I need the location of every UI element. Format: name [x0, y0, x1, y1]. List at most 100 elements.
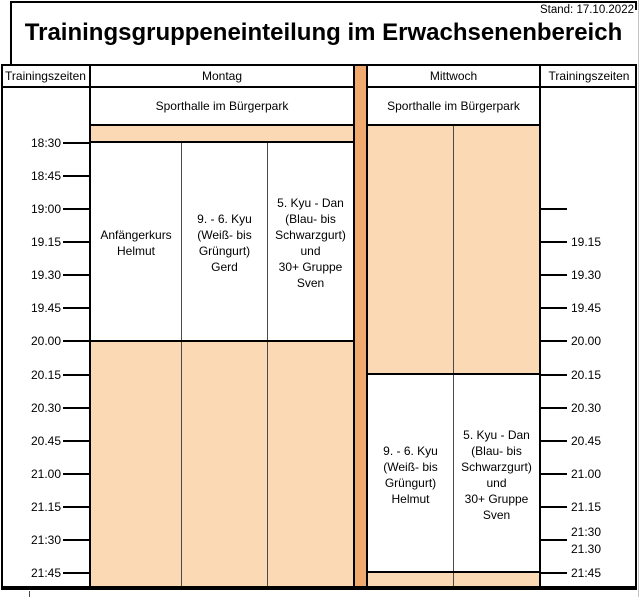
time-tick-right: [541, 440, 567, 442]
hline-header-left: [3, 86, 353, 88]
time-tick-left: [63, 340, 89, 342]
time-tick-left: [63, 208, 89, 210]
time-label-left: 21.15: [30, 500, 61, 514]
time-label-left: 19.45: [30, 301, 61, 315]
time-tick-left: [63, 374, 89, 376]
time-tick-left: [63, 440, 89, 442]
time-tick-left: [63, 407, 89, 409]
day-header-montag: Montag: [201, 69, 243, 83]
time-tick-right: [541, 539, 567, 541]
time-label-right: 21.15: [571, 500, 602, 514]
group-line: (Blau- bis: [471, 443, 522, 458]
time-label-right: 20.00: [571, 334, 602, 348]
titlebox-left-border: [10, 1, 12, 64]
time-label-right: 20.15: [571, 368, 602, 382]
vline-right-axis: [539, 66, 541, 586]
group-line: und: [300, 243, 321, 258]
hline-montag-session-start: [91, 141, 353, 143]
group-cell-mittwoch-kyu-5-dan-30plus: 5. Kyu - Dan (Blau- bis Schwarzgurt) und 30+…: [456, 377, 537, 572]
time-label-left: 20.00: [30, 334, 61, 348]
time-label-right: 21:45: [571, 566, 602, 580]
bottom-left-stub: [29, 591, 30, 597]
titlebox-right-stub: [635, 1, 637, 10]
time-label-right: 19.30: [571, 268, 602, 282]
time-label-left: 21:45: [30, 566, 61, 580]
time-label-right: 21:30: [571, 525, 602, 539]
group-line: Helmut: [391, 491, 430, 506]
time-tick-right: [541, 374, 567, 376]
group-line: Schwarzgurt): [461, 459, 532, 474]
time-label-right: 19.45: [571, 301, 602, 315]
vline-separator-right: [366, 66, 368, 586]
time-label-right: 21.30: [571, 542, 602, 556]
group-line: Schwarzgurt): [275, 227, 346, 242]
vline-montag-divider-1: [181, 142, 182, 586]
time-label-right: 21.00: [571, 467, 602, 481]
time-tick-left: [63, 175, 89, 177]
time-label-left: 21:30: [30, 533, 61, 547]
time-tick-right: [541, 241, 567, 243]
time-label-left: 19:00: [30, 202, 61, 216]
hline-header-right: [368, 86, 635, 88]
time-tick-left: [63, 142, 89, 144]
day-separator-fill: [355, 66, 366, 586]
group-line: und: [486, 475, 507, 490]
vline-left-axis: [89, 66, 91, 586]
group-line: 9. - 6. Kyu: [197, 211, 252, 226]
hline-mittwoch-session-start: [368, 373, 539, 375]
group-line: 5. Kyu - Dan: [277, 195, 344, 210]
group-line: Helmut: [116, 243, 155, 258]
time-tick-right: [541, 274, 567, 276]
time-label-left: 19.15: [30, 235, 61, 249]
vline-montag-divider-2: [267, 142, 268, 586]
time-label-left: 20.45: [30, 434, 61, 448]
time-tick-left: [63, 307, 89, 309]
page-title: Trainingsgruppeneinteilung im Erwachsene…: [24, 19, 623, 46]
group-cell-montag-anfaengerkurs: Anfängerkurs Helmut: [93, 145, 179, 340]
time-tick-right: [541, 208, 567, 210]
time-tick-left: [63, 473, 89, 475]
group-line: Sven: [482, 507, 511, 522]
time-tick-left: [63, 274, 89, 276]
time-label-left: 20.30: [30, 401, 61, 415]
group-line: (Weiß- bis: [197, 227, 252, 242]
blocked-montag-bottom: [91, 342, 353, 586]
venue-mittwoch: Sporthalle im Bürgerpark: [387, 99, 520, 113]
axis-header-left: Trainingszeiten: [5, 69, 86, 83]
group-line: Grüngurt): [384, 475, 437, 490]
group-cell-montag-kyu-9-6: 9. - 6. Kyu (Weiß- bis Grüngurt) Gerd: [184, 145, 265, 340]
time-tick-right: [541, 473, 567, 475]
time-label-left: 20.15: [30, 368, 61, 382]
group-line: Grüngurt): [198, 243, 251, 258]
group-cell-mittwoch-kyu-9-6: 9. - 6. Kyu (Weiß- bis Grüngurt) Helmut: [370, 377, 451, 572]
time-tick-right: [541, 307, 567, 309]
blocked-montag-top: [91, 126, 353, 141]
hline-montag-session-end: [91, 340, 353, 342]
group-line: Sven: [296, 275, 325, 290]
schedule-table-border: [1, 64, 637, 590]
group-line: 9. - 6. Kyu: [383, 443, 438, 458]
time-label-right: 20.30: [571, 401, 602, 415]
time-tick-left: [63, 241, 89, 243]
time-label-left: 18:30: [30, 136, 61, 150]
time-tick-left: [63, 539, 89, 541]
time-tick-right: [541, 506, 567, 508]
group-cell-montag-kyu-5-dan-30plus: 5. Kyu - Dan (Blau- bis Schwarzgurt) und 30+…: [270, 145, 351, 340]
page-right-edge: [638, 0, 639, 597]
stand-date: Stand: 17.10.2022: [540, 4, 634, 16]
time-tick-left: [63, 506, 89, 508]
axis-header-right: Trainingszeiten: [548, 69, 630, 83]
titlebox-top-border: [10, 1, 637, 3]
time-tick-right: [541, 407, 567, 409]
vline-mittwoch-divider: [453, 125, 454, 586]
group-line: (Weiß- bis: [383, 459, 438, 474]
time-label-left: 19.30: [30, 268, 61, 282]
group-line: Gerd: [211, 259, 238, 274]
venue-montag: Sporthalle im Bürgerpark: [155, 99, 289, 113]
hline-mittwoch-session-end: [368, 571, 539, 573]
time-label-right: 20.45: [571, 434, 602, 448]
vline-separator-left: [353, 66, 355, 586]
